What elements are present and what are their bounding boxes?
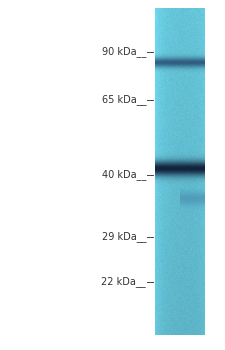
Text: 90 kDa__: 90 kDa__ <box>102 47 146 57</box>
Text: 29 kDa__: 29 kDa__ <box>101 232 146 243</box>
Text: 22 kDa__: 22 kDa__ <box>101 276 146 287</box>
Text: 40 kDa__: 40 kDa__ <box>102 169 146 181</box>
Text: 65 kDa__: 65 kDa__ <box>101 94 146 105</box>
